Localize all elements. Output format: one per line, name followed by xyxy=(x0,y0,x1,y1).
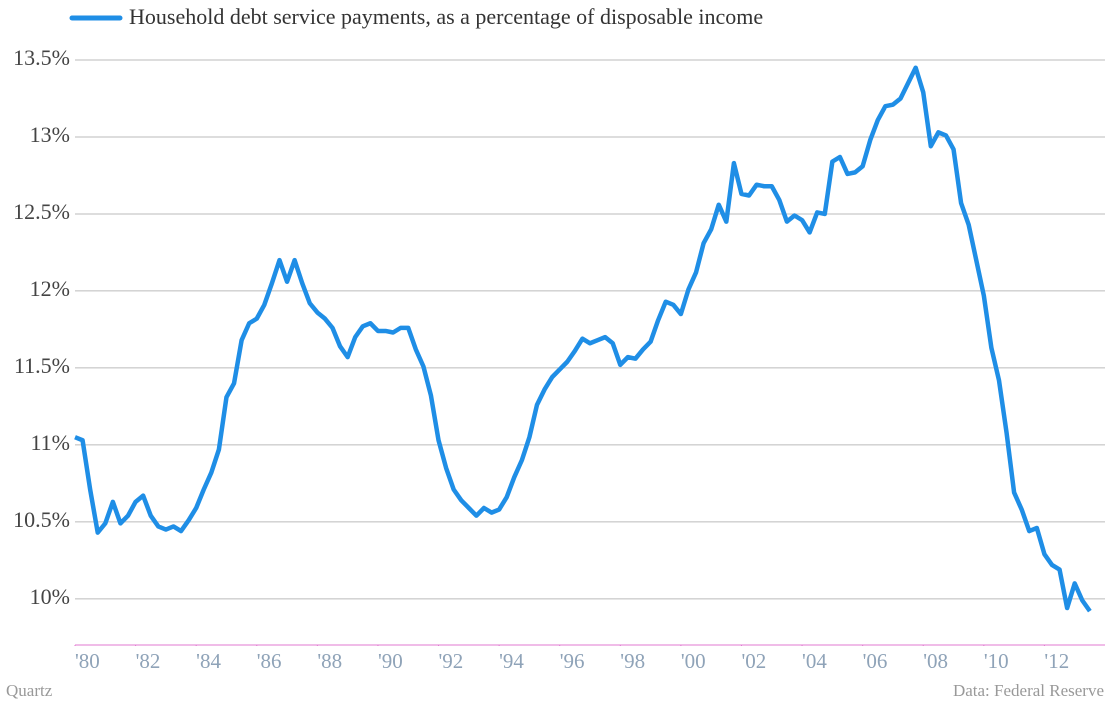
y-tick-label: 13.5% xyxy=(13,45,70,70)
x-tick-label: '82 xyxy=(136,649,161,673)
x-tick-label: '88 xyxy=(317,649,342,673)
x-tick-label: '08 xyxy=(923,649,948,673)
x-tick-label: '12 xyxy=(1044,649,1069,673)
x-tick-label: '90 xyxy=(378,649,403,673)
x-tick-label: '94 xyxy=(499,649,524,673)
x-tick-label: '06 xyxy=(863,649,888,673)
source: Data: Federal Reserve xyxy=(953,681,1104,700)
credit: Quartz xyxy=(6,681,53,700)
x-tick-label: '92 xyxy=(439,649,464,673)
x-tick-label: '00 xyxy=(681,649,706,673)
x-tick-label: '80 xyxy=(75,649,100,673)
x-tick-label: '84 xyxy=(196,649,221,673)
x-tick-label: '86 xyxy=(257,649,282,673)
x-tick-label: '10 xyxy=(984,649,1009,673)
legend-label: Household debt service payments, as a pe… xyxy=(129,4,763,29)
y-tick-label: 11% xyxy=(30,430,70,455)
y-tick-label: 13% xyxy=(30,122,70,147)
x-tick-label: '04 xyxy=(802,649,827,673)
y-tick-label: 10% xyxy=(30,584,70,609)
y-tick-label: 11.5% xyxy=(14,353,70,378)
y-tick-label: 10.5% xyxy=(13,507,70,532)
y-tick-label: 12% xyxy=(30,276,70,301)
x-tick-label: '96 xyxy=(560,649,585,673)
y-tick-label: 12.5% xyxy=(13,199,70,224)
x-tick-label: '98 xyxy=(620,649,645,673)
data-line xyxy=(74,65,1092,613)
x-tick-label: '02 xyxy=(741,649,766,673)
